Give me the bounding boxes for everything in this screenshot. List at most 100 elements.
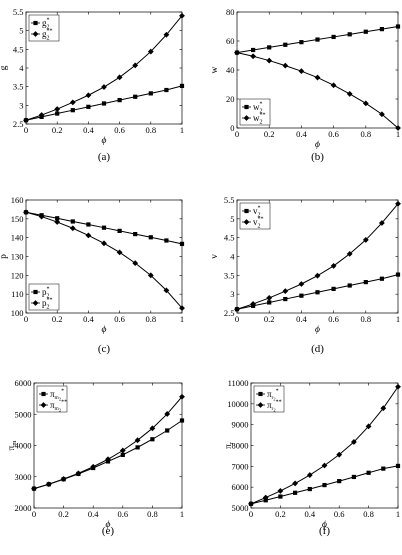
x-axis-label: ϕ [315, 325, 320, 335]
legend-box [239, 202, 271, 230]
y-tick-label: 5000 [232, 503, 249, 513]
data-point [381, 466, 386, 471]
y-tick-label: 140 [11, 233, 24, 243]
y-tick-label: 80 [226, 7, 235, 17]
data-point [148, 235, 153, 240]
data-point [292, 480, 298, 487]
series-2 [23, 12, 185, 124]
x-axis-label: ϕ [322, 520, 327, 530]
legend: v2*v2** [239, 202, 271, 230]
data-point [331, 34, 336, 40]
legend-box [239, 98, 271, 126]
legend: g2*g2** [28, 14, 60, 42]
x-tick-label: 0.4 [88, 509, 99, 519]
data-point [119, 447, 126, 454]
legend-label: πm2** [50, 400, 67, 413]
legend-label: g2* [42, 18, 50, 31]
data-point [179, 418, 185, 423]
x-tick-label: 0 [24, 314, 28, 324]
legend-label: p2** [42, 298, 53, 311]
y-axis-label: v [210, 254, 220, 259]
x-tick-label: 0.8 [145, 314, 156, 324]
y-tick-label: 0 [230, 123, 234, 133]
data-point [379, 276, 384, 281]
data-point [54, 106, 61, 112]
data-point [101, 225, 107, 230]
data-point [179, 393, 185, 400]
series-2 [234, 49, 401, 131]
legend-marker [244, 104, 249, 110]
legend-marker [32, 300, 39, 306]
y-tick-label: 3 [230, 289, 234, 299]
data-point [164, 411, 171, 417]
legend-box [36, 385, 68, 413]
data-point [331, 286, 336, 291]
data-point [366, 470, 371, 475]
legend-marker [32, 31, 39, 37]
data-point [347, 32, 352, 37]
data-point [330, 82, 337, 89]
series-2 [23, 209, 185, 312]
y-axis-label: p [0, 254, 9, 259]
y-tick-label: 3 [19, 100, 23, 110]
x-tick-label: 0.6 [117, 509, 128, 519]
data-point [330, 263, 337, 269]
legend-marker [243, 219, 250, 225]
data-point [54, 219, 61, 225]
panel-caption: (f) [319, 525, 330, 537]
data-point [101, 101, 107, 106]
x-tick-label: 0.4 [83, 125, 94, 135]
x-tick-label: 1 [180, 314, 184, 324]
data-point [55, 111, 60, 116]
y-axis-label: πr [224, 441, 235, 449]
data-point [250, 53, 256, 60]
x-axis-label: ϕ [106, 520, 111, 530]
y-tick-label: 2.5 [224, 308, 235, 318]
y-tick-label: 3.5 [13, 82, 24, 92]
data-point [314, 74, 321, 81]
data-point [267, 300, 272, 305]
legend: πm2*πm2** [36, 385, 68, 413]
y-tick-label: 6000 [15, 378, 32, 388]
series-2 [31, 393, 185, 492]
data-point [70, 108, 75, 113]
y-tick-label: 6000 [232, 482, 249, 492]
data-point [351, 474, 356, 480]
data-point [336, 451, 343, 458]
legend-label: πr2** [267, 400, 282, 413]
data-point [101, 240, 107, 247]
data-point [395, 125, 401, 131]
x-tick-label: 0.4 [304, 509, 315, 519]
data-point [337, 479, 342, 484]
legend-label: g2** [42, 29, 53, 42]
data-point [23, 209, 29, 216]
data-point [117, 98, 122, 103]
data-point [132, 62, 139, 69]
series-2 [248, 383, 401, 507]
data-point [266, 295, 273, 301]
y-tick-label: 5.5 [13, 7, 24, 17]
data-point [267, 45, 272, 50]
x-tick-label: 0.2 [264, 129, 275, 139]
x-tick-label: 0.8 [147, 509, 158, 519]
legend-box [28, 283, 60, 311]
data-point [306, 472, 313, 478]
y-tick-label: 5000 [15, 409, 32, 419]
y-tick-label: 2.5 [13, 119, 24, 129]
data-point [379, 111, 385, 118]
y-axis-label: w [210, 66, 220, 73]
x-tick-label: 0.2 [264, 314, 275, 324]
legend-label: v2** [253, 217, 264, 230]
data-point [85, 92, 92, 99]
data-point [379, 220, 385, 226]
data-point [299, 40, 304, 45]
y-axis-label: g [0, 65, 9, 70]
data-point [165, 428, 170, 433]
y-tick-label: 150 [11, 214, 24, 224]
legend-label: p2* [42, 287, 50, 300]
y-tick-label: 5.5 [224, 195, 235, 205]
legend-marker [244, 208, 249, 214]
data-point [134, 437, 141, 444]
data-point [234, 306, 240, 313]
y-tick-label: 2000 [15, 503, 32, 513]
